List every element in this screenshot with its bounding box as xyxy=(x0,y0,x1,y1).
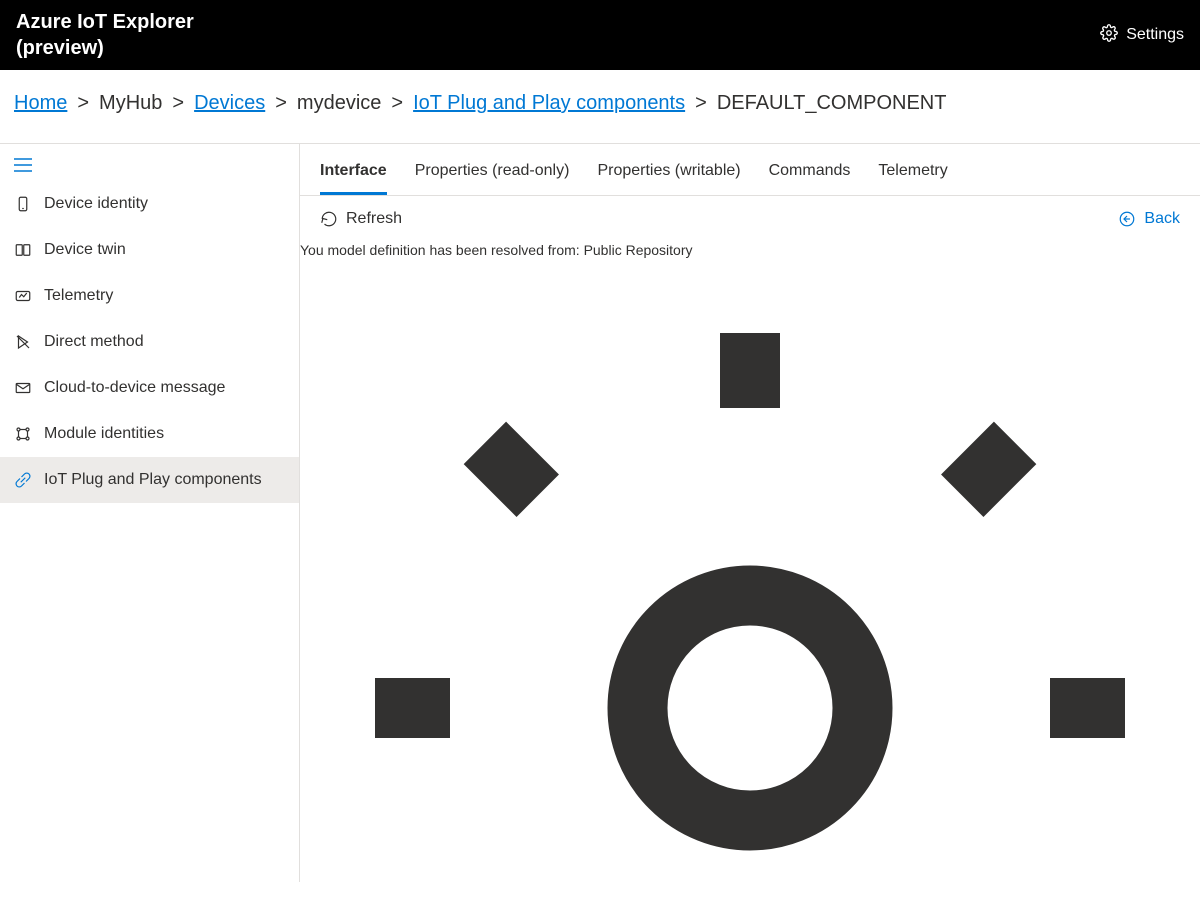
refresh-icon xyxy=(320,210,338,228)
breadcrumb-pnp[interactable]: IoT Plug and Play components xyxy=(413,92,685,115)
refresh-button[interactable]: Refresh xyxy=(320,210,402,228)
app-header: Azure IoT Explorer (preview) Settings xyxy=(0,0,1200,70)
tab-commands[interactable]: Commands xyxy=(769,162,851,195)
toolbar: Refresh Back xyxy=(300,196,1200,242)
main-content: Interface Properties (read-only) Propert… xyxy=(300,144,1200,882)
tabs: Interface Properties (read-only) Propert… xyxy=(300,144,1200,196)
sidebar-item-label: IoT Plug and Play components xyxy=(44,471,262,489)
sidebar-item-direct-method[interactable]: Direct method xyxy=(0,319,299,365)
breadcrumb-device: mydevice xyxy=(297,92,381,115)
sidebar-item-modules[interactable]: Module identities xyxy=(0,411,299,457)
mail-icon xyxy=(14,379,32,397)
tab-props-wr[interactable]: Properties (writable) xyxy=(597,162,740,195)
back-icon xyxy=(1118,210,1136,228)
sidebar: Device identity Device twin Telemetry Di… xyxy=(0,144,300,882)
app-title-line1: Azure IoT Explorer xyxy=(16,9,194,35)
resolve-bar: You model definition has been resolved f… xyxy=(300,242,1200,882)
sidebar-item-label: Telemetry xyxy=(44,287,113,305)
refresh-label: Refresh xyxy=(346,210,402,228)
settings-button[interactable]: Settings xyxy=(1100,24,1184,47)
twin-icon xyxy=(14,241,32,259)
back-label: Back xyxy=(1144,210,1180,228)
device-icon xyxy=(14,195,32,213)
tab-telemetry[interactable]: Telemetry xyxy=(878,162,947,195)
breadcrumb-sep: > xyxy=(172,92,184,115)
breadcrumb-current: DEFAULT_COMPONENT xyxy=(717,92,947,115)
sidebar-item-c2d[interactable]: Cloud-to-device message xyxy=(0,365,299,411)
tab-interface[interactable]: Interface xyxy=(320,162,387,195)
breadcrumb-sep: > xyxy=(77,92,89,115)
sidebar-item-label: Device identity xyxy=(44,195,148,213)
modules-icon xyxy=(14,425,32,443)
breadcrumb-hub: MyHub xyxy=(99,92,162,115)
sidebar-item-pnp[interactable]: IoT Plug and Play components xyxy=(0,457,299,503)
tab-props-ro[interactable]: Properties (read-only) xyxy=(415,162,570,195)
back-button[interactable]: Back xyxy=(1118,210,1180,228)
breadcrumb-home[interactable]: Home xyxy=(14,92,67,115)
breadcrumb-sep: > xyxy=(695,92,707,115)
telemetry-icon xyxy=(14,287,32,305)
sidebar-item-label: Direct method xyxy=(44,333,144,351)
app-title-line2: (preview) xyxy=(16,35,194,61)
method-icon xyxy=(14,333,32,351)
sidebar-item-telemetry[interactable]: Telemetry xyxy=(0,273,299,319)
breadcrumb: Home > MyHub > Devices > mydevice > IoT … xyxy=(0,70,1200,144)
resolve-source: Public Repository xyxy=(584,242,693,258)
breadcrumb-sep: > xyxy=(275,92,287,115)
sidebar-item-device-twin[interactable]: Device twin xyxy=(0,227,299,273)
breadcrumb-sep: > xyxy=(391,92,403,115)
gear-icon xyxy=(1100,24,1118,47)
breadcrumb-devices[interactable]: Devices xyxy=(194,92,265,115)
sidebar-item-label: Module identities xyxy=(44,425,164,443)
plug-icon xyxy=(14,471,32,489)
sidebar-item-label: Device twin xyxy=(44,241,126,259)
sidebar-item-device-identity[interactable]: Device identity xyxy=(0,181,299,227)
app-title: Azure IoT Explorer (preview) xyxy=(16,9,194,61)
resolve-prefix: You model definition has been resolved f… xyxy=(300,242,580,258)
hamburger-button[interactable] xyxy=(0,152,299,181)
settings-label: Settings xyxy=(1126,26,1184,44)
sidebar-item-label: Cloud-to-device message xyxy=(44,379,225,397)
